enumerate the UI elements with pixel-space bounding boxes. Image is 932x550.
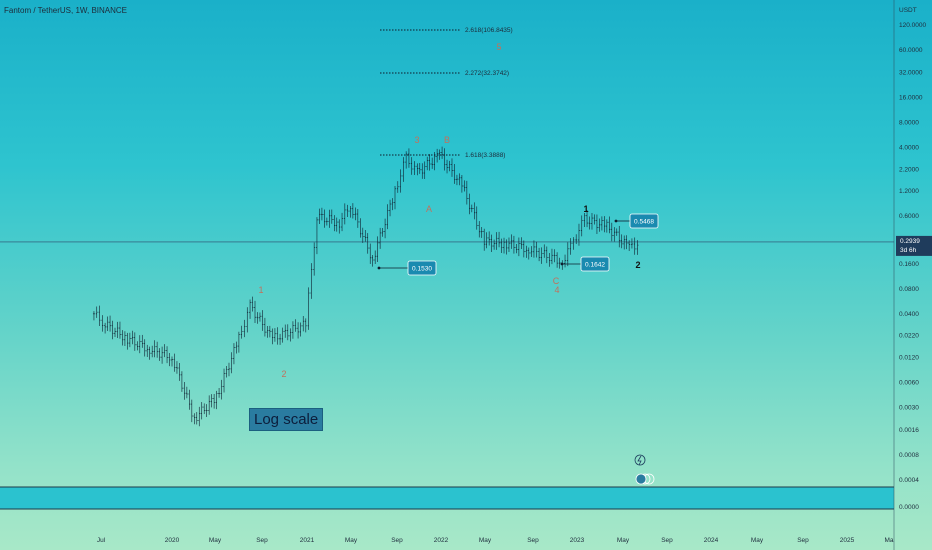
x-tick-label: 2020 — [165, 537, 180, 544]
x-tick-label: Jul — [97, 537, 106, 544]
y-tick-label: 0.0008 — [899, 452, 919, 459]
fib-label: 1.618(3.3888) — [465, 152, 505, 159]
price-tag-countdown: 3d 6h — [900, 247, 917, 254]
y-tick-label: 16.0000 — [899, 95, 923, 102]
x-tick-label: May — [345, 537, 358, 544]
y-tick-label: 0.0004 — [899, 477, 919, 484]
x-tick-label: 2024 — [704, 537, 719, 544]
lightning-icon[interactable] — [634, 454, 646, 466]
x-axis: Jul 2020 May Sep 2021 May Sep 2022 May Sep 2023 May… — [97, 537, 894, 544]
y-tick-label: 0.0000 — [899, 504, 919, 511]
y-tick-label: 120.0000 — [899, 22, 926, 29]
x-tick-label: Sep — [661, 537, 673, 544]
wave-label: C — [553, 276, 560, 286]
y-tick-label: 0.0120 — [899, 354, 919, 361]
x-tick-label: May — [479, 537, 492, 544]
y-tick-label: 0.0220 — [899, 332, 919, 339]
callout-box — [407, 260, 437, 276]
x-tick-label: 2021 — [300, 537, 315, 544]
wave-label: 1 — [583, 204, 588, 214]
log-scale-label: Log scale — [249, 408, 324, 431]
callout-text: 0.1530 — [412, 266, 432, 273]
y-axis: USDT 120.0000 60.0000 32.0000 16.0000 8.0000 4… — [899, 7, 926, 511]
callout-anchor — [560, 262, 564, 266]
x-tick-label: 2022 — [434, 537, 449, 544]
callout-anchor — [614, 219, 618, 223]
callout-text: 0.1642 — [585, 262, 605, 269]
y-tick-label: 2.2000 — [899, 166, 919, 173]
y-tick-label: 60.0000 — [899, 47, 923, 54]
x-tick-label: May — [617, 537, 630, 544]
x-tick-label: 2023 — [570, 537, 585, 544]
callout-box — [629, 213, 659, 229]
candles — [92, 146, 639, 427]
x-tick-label: 2025 — [840, 537, 855, 544]
wave-label: 5 — [496, 42, 501, 52]
x-tick-label: May — [751, 537, 764, 544]
y-tick-label: 32.0000 — [899, 70, 923, 77]
price-callouts: 0.1530 0.1642 0.5468 — [377, 213, 659, 276]
callout-anchor — [377, 266, 381, 270]
x-tick-label: Sep — [797, 537, 809, 544]
wave-label: 3 — [414, 135, 419, 145]
x-tick-label: May — [209, 537, 222, 544]
events-icon[interactable] — [635, 473, 655, 485]
wave-label: 2 — [281, 369, 286, 379]
fib-label: 2.272(32.3742) — [465, 70, 509, 77]
callout-text: 0.5468 — [634, 219, 654, 226]
price-tag-value: 0.2939 — [900, 238, 920, 245]
x-tick-label: Sep — [391, 537, 403, 544]
wave-label: B — [444, 135, 450, 145]
wave-labels: 1 2 3 B A C4 5 1 2 — [258, 42, 640, 379]
y-tick-label: 0.0016 — [899, 427, 919, 434]
fib-levels: 2.618(106.8435) 2.272(32.3742) 1.618(3.388… — [380, 27, 513, 159]
y-tick-label: 8.0000 — [899, 120, 919, 127]
wave-label: 1 — [258, 285, 263, 295]
wave-label: A — [426, 204, 432, 214]
y-tick-label: 0.0400 — [899, 311, 919, 318]
x-tick-label: Sep — [256, 537, 268, 544]
y-tick-label: 0.0800 — [899, 286, 919, 293]
y-tick-label: 0.6000 — [899, 213, 919, 220]
y-tick-label: 4.0000 — [899, 145, 919, 152]
y-tick-label: 0.1600 — [899, 261, 919, 268]
wave-label: 2 — [635, 260, 640, 270]
y-axis-currency: USDT — [899, 7, 917, 14]
fib-label: 2.618(106.8435) — [465, 27, 513, 34]
y-tick-label: 1.2000 — [899, 188, 919, 195]
x-tick-label: Sep — [527, 537, 539, 544]
chart-title: Fantom / TetherUS, 1W, BINANCE — [4, 6, 128, 15]
callout-box — [580, 256, 610, 272]
y-tick-label: 0.0060 — [899, 379, 919, 386]
y-tick-label: 0.0030 — [899, 404, 919, 411]
current-price-tag: 0.2939 3d 6h — [896, 235, 932, 256]
x-tick-label: Ma — [884, 537, 893, 544]
indicator-pane — [0, 486, 894, 510]
price-tag-box — [896, 235, 932, 256]
wave-label: 4 — [554, 285, 559, 295]
